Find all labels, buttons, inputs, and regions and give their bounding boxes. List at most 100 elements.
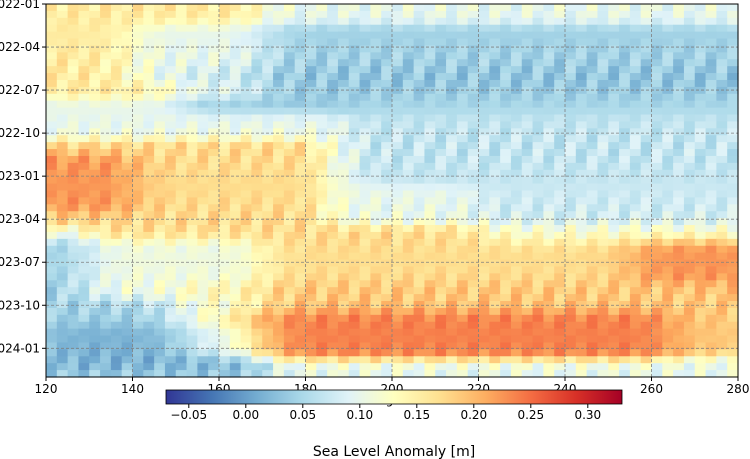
heatmap-cell xyxy=(240,190,253,199)
heatmap-cell xyxy=(705,128,717,136)
heatmap-cell xyxy=(673,31,685,40)
heatmap-cell xyxy=(327,169,339,178)
heatmap-cell xyxy=(305,356,317,364)
heatmap-cell xyxy=(121,301,134,309)
heatmap-cell xyxy=(89,24,101,33)
heatmap-cell xyxy=(348,259,361,268)
heatmap-cell xyxy=(683,259,696,268)
heatmap-cell xyxy=(521,204,534,212)
heatmap-cell xyxy=(402,135,415,143)
heatmap-cell xyxy=(629,93,642,102)
heatmap-cell xyxy=(727,169,739,178)
heatmap-cell xyxy=(532,100,544,109)
heatmap-cell xyxy=(651,114,663,123)
heatmap-cell xyxy=(121,259,134,268)
heatmap-cell xyxy=(132,197,144,205)
heatmap-cell xyxy=(305,114,317,123)
heatmap-cell xyxy=(575,218,588,226)
heatmap-cell xyxy=(240,294,253,302)
heatmap-cell xyxy=(327,135,339,143)
heatmap-cell xyxy=(424,183,436,192)
heatmap-cell xyxy=(175,301,188,309)
heatmap-cell xyxy=(716,162,728,171)
heatmap-cell xyxy=(532,321,544,330)
heatmap-cell xyxy=(651,218,663,226)
heatmap-cell xyxy=(100,218,112,226)
heatmap-cell xyxy=(543,31,555,40)
heatmap-cell xyxy=(565,252,577,261)
heatmap-cell xyxy=(154,169,166,178)
heatmap-cell xyxy=(489,155,501,164)
heatmap-cell xyxy=(554,197,566,205)
heatmap-cell xyxy=(240,301,253,309)
heatmap-cell xyxy=(402,24,415,33)
heatmap-cell xyxy=(67,142,80,150)
heatmap-cell xyxy=(121,17,134,26)
heatmap-cell xyxy=(683,128,696,136)
heatmap-cell xyxy=(89,45,101,53)
heatmap-cell xyxy=(46,231,58,240)
heatmap-cell xyxy=(489,301,501,309)
heatmap-cell xyxy=(651,38,663,47)
heatmap-cell xyxy=(186,59,198,67)
heatmap-cell xyxy=(337,52,350,60)
heatmap-cell xyxy=(456,287,469,295)
heatmap-cell xyxy=(554,204,566,212)
heatmap-cell xyxy=(132,363,144,371)
heatmap-cell xyxy=(175,31,188,40)
heatmap-cell xyxy=(305,266,317,274)
heatmap-cell xyxy=(294,287,307,295)
heatmap-cell xyxy=(478,259,490,268)
heatmap-cell xyxy=(121,218,134,226)
heatmap-cell xyxy=(510,280,523,288)
heatmap-cell xyxy=(683,114,696,123)
heatmap-cell xyxy=(651,162,663,171)
heatmap-cell xyxy=(89,149,101,157)
heatmap-cell xyxy=(565,149,577,157)
heatmap-cell xyxy=(154,245,166,254)
heatmap-cell xyxy=(197,128,209,136)
heatmap-cell xyxy=(402,4,415,12)
heatmap-cell xyxy=(337,4,350,12)
heatmap-cell xyxy=(240,245,253,254)
heatmap-cell xyxy=(446,252,458,261)
heatmap-cell xyxy=(392,59,404,67)
heatmap-cell xyxy=(348,294,361,302)
heatmap-cell xyxy=(46,114,58,123)
heatmap-cell xyxy=(554,280,566,288)
heatmap-cell xyxy=(100,301,112,309)
heatmap-cell xyxy=(46,183,58,192)
heatmap-cell xyxy=(532,370,544,378)
heatmap-cell xyxy=(348,52,361,60)
heatmap-cell xyxy=(56,211,69,219)
heatmap-cell xyxy=(164,197,177,205)
heatmap-cell xyxy=(705,314,717,323)
heatmap-cell xyxy=(164,190,177,199)
heatmap-cell xyxy=(164,128,177,136)
heatmap-cell xyxy=(662,162,674,171)
heatmap-cell xyxy=(67,245,80,254)
heatmap-cell xyxy=(392,280,404,288)
heatmap-cell xyxy=(456,370,469,378)
heatmap-cell xyxy=(89,59,101,67)
heatmap-cell xyxy=(262,135,274,143)
heatmap-cell xyxy=(543,266,555,274)
heatmap-cell xyxy=(456,197,469,205)
heatmap-cell xyxy=(175,335,188,344)
heatmap-cell xyxy=(694,52,707,60)
heatmap-cell xyxy=(305,142,317,150)
heatmap-cell xyxy=(175,280,188,288)
y-tick-label: 2023-01 xyxy=(0,169,40,183)
heatmap-cell xyxy=(662,45,674,53)
heatmap-cell xyxy=(619,280,631,288)
heatmap-cell xyxy=(327,155,339,164)
heatmap-cell xyxy=(673,4,685,12)
heatmap-cell xyxy=(565,204,577,212)
heatmap-cell xyxy=(640,287,653,295)
heatmap-cell xyxy=(586,294,599,302)
heatmap-cell xyxy=(251,204,263,212)
heatmap-cell xyxy=(348,287,361,295)
heatmap-cell xyxy=(446,100,458,109)
heatmap-cell xyxy=(294,10,307,19)
heatmap-cell xyxy=(240,280,253,288)
